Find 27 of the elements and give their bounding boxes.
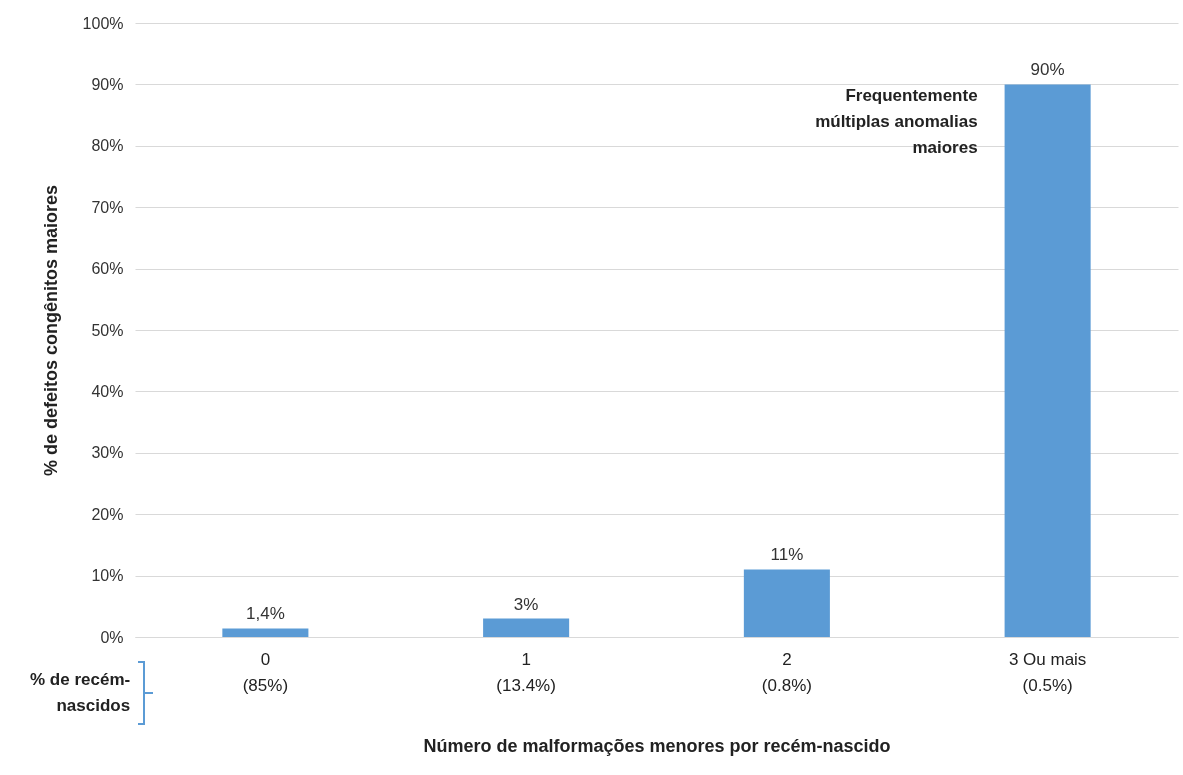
bar	[1004, 84, 1091, 637]
y-tick-label: 60%	[91, 260, 124, 278]
y-tick-label: 0%	[100, 628, 124, 646]
data-label: 90%	[1030, 60, 1065, 80]
y-tick-label: 30%	[91, 444, 124, 462]
y-tick-label: 90%	[91, 75, 124, 93]
x-tick-label: 3 Ou mais (0.5%)	[1008, 649, 1087, 695]
y-axis-title: % de defeitos congênitos maiores	[40, 184, 61, 477]
text: % de recém- nascidos	[30, 669, 131, 717]
data-label: 3%	[513, 594, 539, 614]
bar	[222, 628, 309, 637]
data-label: 11%	[770, 545, 804, 565]
x-tick-label: 0 (85%)	[242, 649, 289, 695]
x-tick-label: 1 (13.4%)	[496, 649, 556, 695]
bar	[483, 618, 570, 637]
data-label: 1,4%	[246, 604, 285, 624]
x-axis-title: Número de malformações menores por recém-nascido	[423, 735, 891, 756]
y-tick-label: 50%	[91, 321, 124, 339]
y-tick-label: 70%	[91, 198, 124, 216]
x-tick-label: 2 (0.8%)	[761, 649, 812, 695]
y-tick-label: 20%	[91, 505, 124, 523]
y-tick-label: 40%	[91, 382, 124, 400]
y-tick-label: 100%	[82, 14, 124, 32]
y-tick-label: 80%	[91, 137, 124, 155]
bar	[743, 569, 830, 637]
y-tick-label: 10%	[91, 567, 124, 585]
annotation: Frequentemente múltiplas anomalias maiores	[815, 86, 978, 158]
